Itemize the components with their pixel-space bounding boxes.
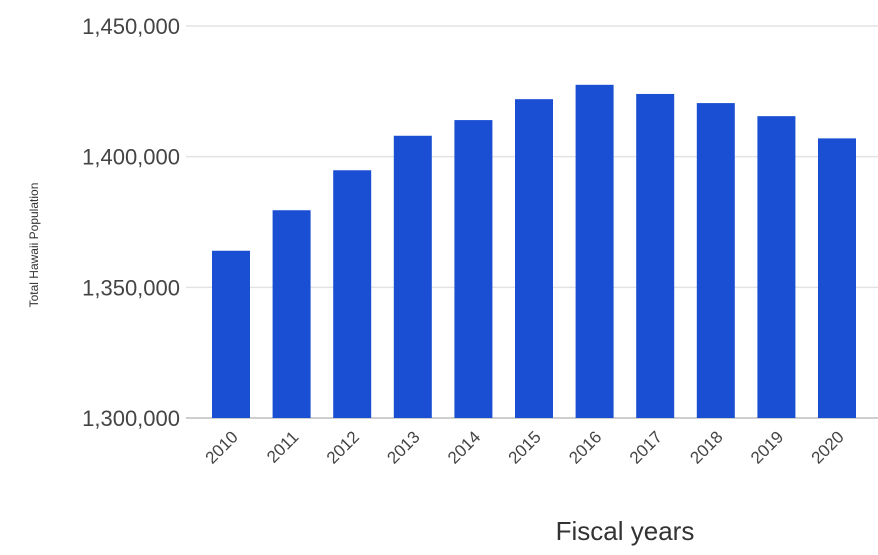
- bar-2011: [272, 210, 311, 418]
- x-tick-label: 2014: [444, 427, 484, 467]
- bar-2012: [333, 170, 372, 418]
- bar-2014: [454, 120, 493, 418]
- x-tick-label: 2020: [808, 427, 848, 467]
- y-axis-ticks: 1,300,000 1,350,000 1,400,000 1,450,000: [82, 14, 180, 431]
- x-tick-label: 2015: [505, 427, 545, 467]
- bar-2010: [212, 250, 250, 418]
- bar-2020: [818, 138, 856, 418]
- bar-2013: [393, 135, 432, 418]
- bar-2018: [696, 103, 735, 419]
- y-tick-label: 1,350,000: [82, 275, 180, 300]
- bar-2019: [757, 116, 796, 418]
- x-tick-label: 2019: [747, 427, 787, 467]
- y-tick-label: 1,400,000: [82, 145, 180, 170]
- bar-2017: [636, 93, 675, 419]
- y-tick-label: 1,300,000: [82, 406, 180, 431]
- x-axis-title: Fiscal years: [556, 516, 695, 546]
- x-axis-ticks: 2010 2011 2012 2013 2014 2015 2016 2017 2018 2019…: [202, 427, 848, 467]
- x-tick-label: 2018: [686, 427, 726, 467]
- x-tick-label: 2010: [202, 427, 242, 467]
- x-tick-label: 2016: [565, 427, 605, 467]
- x-tick-label: 2017: [626, 427, 666, 467]
- bar-2015: [515, 99, 553, 418]
- bar-2016: [575, 84, 614, 419]
- x-tick-label: 2013: [383, 427, 423, 467]
- bars: [212, 84, 856, 419]
- x-tick-label: 2011: [263, 427, 302, 466]
- x-tick-label: 2012: [323, 427, 363, 467]
- y-axis-title: Total Hawaii Population: [27, 183, 41, 308]
- y-tick-label: 1,450,000: [82, 14, 180, 39]
